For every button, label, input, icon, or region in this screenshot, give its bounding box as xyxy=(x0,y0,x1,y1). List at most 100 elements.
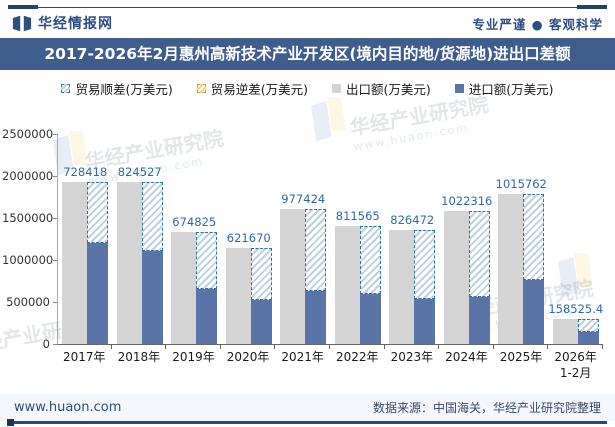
footer-website-link[interactable]: www.huaon.com xyxy=(14,400,122,415)
surplus-segment xyxy=(523,194,545,280)
x-axis-category-label: 2023年 xyxy=(390,350,434,364)
header-tagline: 专业严谨 ● 客观科学 xyxy=(472,16,603,32)
x-axis-category-label: 2022年 xyxy=(335,350,379,364)
surplus-segment xyxy=(305,209,327,292)
x-axis-tick xyxy=(219,345,221,349)
bar-value-label: 1022316 xyxy=(441,194,493,209)
surplus-segment xyxy=(87,182,109,244)
import-surplus-stack xyxy=(141,181,163,344)
x-axis-tick xyxy=(165,345,167,349)
y-axis-tick-label: 0 xyxy=(42,337,50,351)
bar-value-label: 811565 xyxy=(335,209,380,224)
bottom-rule xyxy=(7,419,607,426)
legend-item-export: 出口额(万美元) xyxy=(332,79,431,98)
import-surplus-stack xyxy=(577,318,599,344)
legend-label-deficit: 贸易逆差(万美元) xyxy=(210,81,308,97)
bar-group: 1022316 xyxy=(440,134,495,344)
x-axis-ticks xyxy=(57,344,603,349)
x-axis-tick xyxy=(110,345,112,349)
header: 华经情报网 专业严谨 ● 客观科学 xyxy=(12,12,603,34)
import-surplus-stack xyxy=(359,226,381,344)
y-axis-tick-label: 1000000 xyxy=(2,253,54,267)
import-segment xyxy=(87,243,109,344)
legend-label-surplus: 贸易顺差(万美元) xyxy=(75,81,173,97)
x-axis-category-label: 2025年 xyxy=(499,350,543,364)
export-bar xyxy=(116,181,142,344)
import-segment xyxy=(196,288,218,344)
import-segment xyxy=(250,300,272,344)
x-axis-labels: 2017年 2018年 2019年 2020年 2021年 2022年 2023年 2024年… xyxy=(57,350,603,381)
import-surplus-stack xyxy=(468,211,490,344)
import-segment xyxy=(305,291,327,344)
x-axis-category-label: 2026年 1-2月 xyxy=(554,350,597,380)
legend: 贸易顺差(万美元) 贸易逆差(万美元) 出口额(万美元) 进口额(万美元) xyxy=(0,76,615,100)
x-axis-category-label: 2024年 xyxy=(445,350,488,364)
import-segment xyxy=(414,299,436,344)
footer-source: 数据来源：中国海关，华经产业研究院整理 xyxy=(372,401,601,415)
bar-value-label: 621670 xyxy=(226,231,271,246)
export-bar xyxy=(225,248,251,344)
legend-label-import: 进口额(万美元) xyxy=(468,81,554,97)
footer-bar: www.huaon.com 数据来源：中国海关，华经产业研究院整理 xyxy=(0,394,615,421)
export-swatch-icon xyxy=(332,83,341,93)
surplus-segment xyxy=(577,318,599,332)
y-axis-tick-label: 500000 xyxy=(6,295,50,309)
bar-value-label: 674825 xyxy=(172,214,217,229)
import-surplus-stack xyxy=(87,182,109,344)
legend-label-export: 出口额(万美元) xyxy=(346,81,431,97)
x-axis-tick xyxy=(492,345,494,349)
x-axis-category-label: 2021年 xyxy=(281,350,324,364)
x-axis-tick xyxy=(438,345,440,349)
brand-name: 华经情报网 xyxy=(38,16,113,32)
bar-group: 977424 xyxy=(276,134,331,344)
surplus-segment xyxy=(196,231,218,289)
export-bar xyxy=(334,226,360,344)
bar-group: 811565 xyxy=(331,134,386,344)
deficit-swatch-icon xyxy=(196,83,206,93)
plot-area: 728418 824527 674825 621670 977424 811565 8264… xyxy=(57,134,603,345)
import-surplus-stack xyxy=(250,248,272,344)
bar-group: 824527 xyxy=(113,134,168,344)
bar-group: 674825 xyxy=(167,134,222,344)
x-axis-tick xyxy=(274,345,276,349)
export-bar xyxy=(552,318,578,344)
brand: 华经情报网 xyxy=(12,13,113,33)
y-axis-tick xyxy=(53,176,57,177)
surplus-segment xyxy=(359,226,381,295)
top-rule xyxy=(8,5,607,9)
chart-title-bar: 2017-2026年2月惠州高新技术产业开发区(境内目的地/货源地)进出口差额 xyxy=(0,38,615,70)
x-axis-tick xyxy=(602,345,603,349)
bar-value-label: 826472 xyxy=(390,212,435,227)
bar-value-label: 158525.4 xyxy=(548,301,604,316)
x-axis-tick xyxy=(383,345,385,349)
import-surplus-stack xyxy=(305,209,327,344)
export-bar xyxy=(62,182,88,344)
bar-value-label: 1015762 xyxy=(495,177,547,192)
export-bar xyxy=(443,211,469,344)
x-axis-tick xyxy=(547,345,549,349)
chart-region: 华经产业研究院 www.huaon.com 华经产业研究院 www.huaon.co… xyxy=(0,92,615,392)
surplus-segment xyxy=(414,229,436,300)
import-surplus-stack xyxy=(196,231,218,344)
x-axis-category-label: 2017年 xyxy=(63,350,106,364)
bar-group: 826472 xyxy=(385,134,440,344)
bar-group: 621670 xyxy=(222,134,277,344)
bar-group: 158525.4 xyxy=(548,134,604,344)
legend-item-surplus: 贸易顺差(万美元) xyxy=(61,79,173,98)
import-segment xyxy=(141,250,163,344)
y-axis-tick xyxy=(53,302,57,303)
x-axis-category-label: 2020年 xyxy=(226,350,270,364)
import-surplus-stack xyxy=(523,194,545,344)
export-bar xyxy=(498,194,524,344)
import-surplus-stack xyxy=(414,229,436,344)
import-segment xyxy=(577,331,599,344)
y-axis-tick xyxy=(53,218,57,219)
x-axis-tick xyxy=(329,345,330,349)
export-bar xyxy=(389,229,415,344)
x-axis-category-label: 2018年 xyxy=(117,350,161,364)
export-bar xyxy=(171,231,197,344)
surplus-swatch-icon xyxy=(61,83,71,93)
y-axis-tick-label: 1500000 xyxy=(2,211,54,225)
bar-group: 1015762 xyxy=(494,134,549,344)
